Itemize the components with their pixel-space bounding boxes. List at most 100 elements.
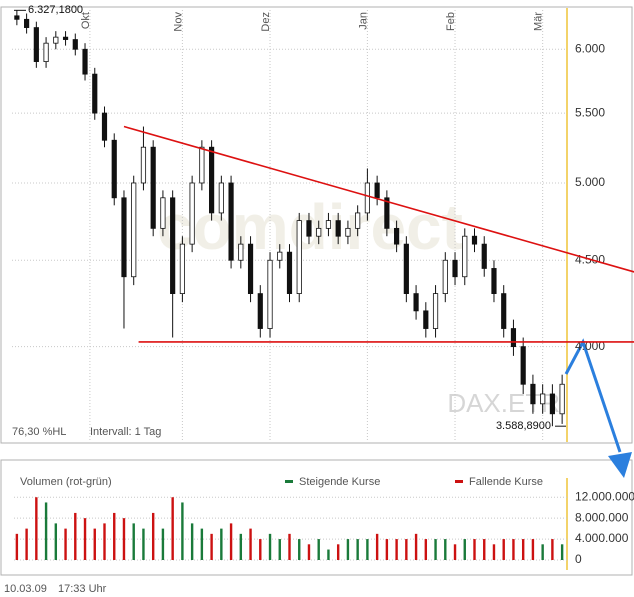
candle-body <box>325 220 332 229</box>
candle-body <box>170 197 176 295</box>
candle-body <box>306 220 312 237</box>
volume-bar <box>502 539 505 560</box>
price-panel <box>0 6 633 444</box>
volume-bar <box>356 539 359 560</box>
candle-body <box>286 251 293 295</box>
y-tick-label: 8.000.000 <box>575 510 629 524</box>
candle-body <box>247 243 254 295</box>
volume-bar <box>288 533 291 560</box>
candle-body <box>228 182 234 261</box>
candle-body <box>559 383 565 415</box>
volume-bar <box>327 549 330 560</box>
candle-body <box>432 293 439 329</box>
volume-panel <box>0 459 633 576</box>
legend-label: Fallende Kurse <box>469 476 543 488</box>
volume-bar <box>200 528 204 560</box>
volume-bar <box>151 512 155 560</box>
volume-bar <box>210 533 213 560</box>
volume-bar <box>64 528 67 560</box>
candle-body <box>442 259 448 295</box>
volume-title: Volumen (rot-grün) <box>20 476 112 488</box>
candle-body <box>179 243 185 295</box>
volume-bar <box>492 544 496 560</box>
candle-body <box>491 268 497 295</box>
volume-bar <box>44 502 48 560</box>
candle-body <box>384 197 390 229</box>
interval-text: Intervall: 1 Tag <box>90 426 161 438</box>
candle-body <box>199 146 205 184</box>
volume-bar <box>259 539 262 560</box>
candle-body <box>345 227 351 237</box>
volume-bar <box>171 497 174 560</box>
candle-body <box>316 227 322 237</box>
candle-body <box>150 146 156 229</box>
candle-body <box>530 383 536 405</box>
y-tick-label: 5.500 <box>575 105 605 119</box>
candle-body <box>53 36 59 44</box>
high-label: 6.327,1800 <box>28 4 83 16</box>
candle-body <box>121 197 127 278</box>
candle-body <box>296 220 302 295</box>
candle-body <box>452 259 458 278</box>
candle-body <box>481 243 487 269</box>
range-text: 76,30 %HL <box>12 426 66 438</box>
volume-bar <box>268 533 272 560</box>
x-tick-label: Feb <box>445 12 457 31</box>
candle-body <box>131 182 137 278</box>
candle-body <box>335 220 341 237</box>
volume-bar <box>74 512 77 560</box>
volume-bar <box>531 539 535 560</box>
candle-body <box>92 73 98 114</box>
x-tick-label: Dez <box>260 12 272 32</box>
candle-body <box>72 39 78 50</box>
volume-bar <box>317 539 320 560</box>
volume-bar <box>395 539 398 560</box>
volume-bar <box>483 539 486 560</box>
candle-body <box>501 293 507 329</box>
x-tick-label: Jan <box>357 12 369 30</box>
volume-bar <box>298 539 301 560</box>
y-tick-label: 6.000 <box>575 41 605 55</box>
volume-bar <box>551 539 554 560</box>
x-tick-label: Okt <box>80 12 92 29</box>
volume-bar <box>375 533 379 560</box>
candle-body <box>111 139 117 199</box>
legend-label: Steigende Kurse <box>299 476 380 488</box>
volume-bar <box>366 539 369 560</box>
y-tick-label: 4.000 <box>575 339 605 353</box>
volume-bar <box>249 528 252 560</box>
candle-body <box>82 48 88 75</box>
candle-body <box>277 251 283 261</box>
candle-body <box>43 42 49 62</box>
candle-body <box>394 227 400 245</box>
volume-bar <box>161 528 165 560</box>
footer-date: 10.03.09 <box>4 583 47 595</box>
candle-body <box>471 235 478 245</box>
y-tick-label: 4.000.000 <box>575 531 629 545</box>
y-tick-label: 12.000.000 <box>575 489 634 503</box>
volume-bar <box>560 544 564 560</box>
volume-bar <box>132 523 135 560</box>
footer-time: 17:33 Uhr <box>58 583 107 595</box>
volume-bar <box>122 518 126 560</box>
volume-bar <box>336 544 340 560</box>
candle-body <box>413 293 419 312</box>
candle-body <box>101 112 108 141</box>
x-tick-label: Nov <box>172 12 184 32</box>
y-tick-label: 0 <box>575 552 582 566</box>
volume-bar <box>54 523 58 560</box>
candle-body <box>540 393 546 405</box>
volume-bar <box>473 539 476 560</box>
volume-bar <box>190 523 194 560</box>
candle-body <box>189 182 195 245</box>
legend-swatch <box>455 480 463 483</box>
legend-swatch <box>285 480 293 483</box>
volume-bar <box>307 544 311 560</box>
y-tick-label: 5.000 <box>575 175 605 189</box>
volume-bar <box>385 539 389 560</box>
volume-bar <box>93 528 96 560</box>
candle-body <box>14 15 20 20</box>
trend-line <box>123 125 634 273</box>
candle-body <box>257 293 263 329</box>
